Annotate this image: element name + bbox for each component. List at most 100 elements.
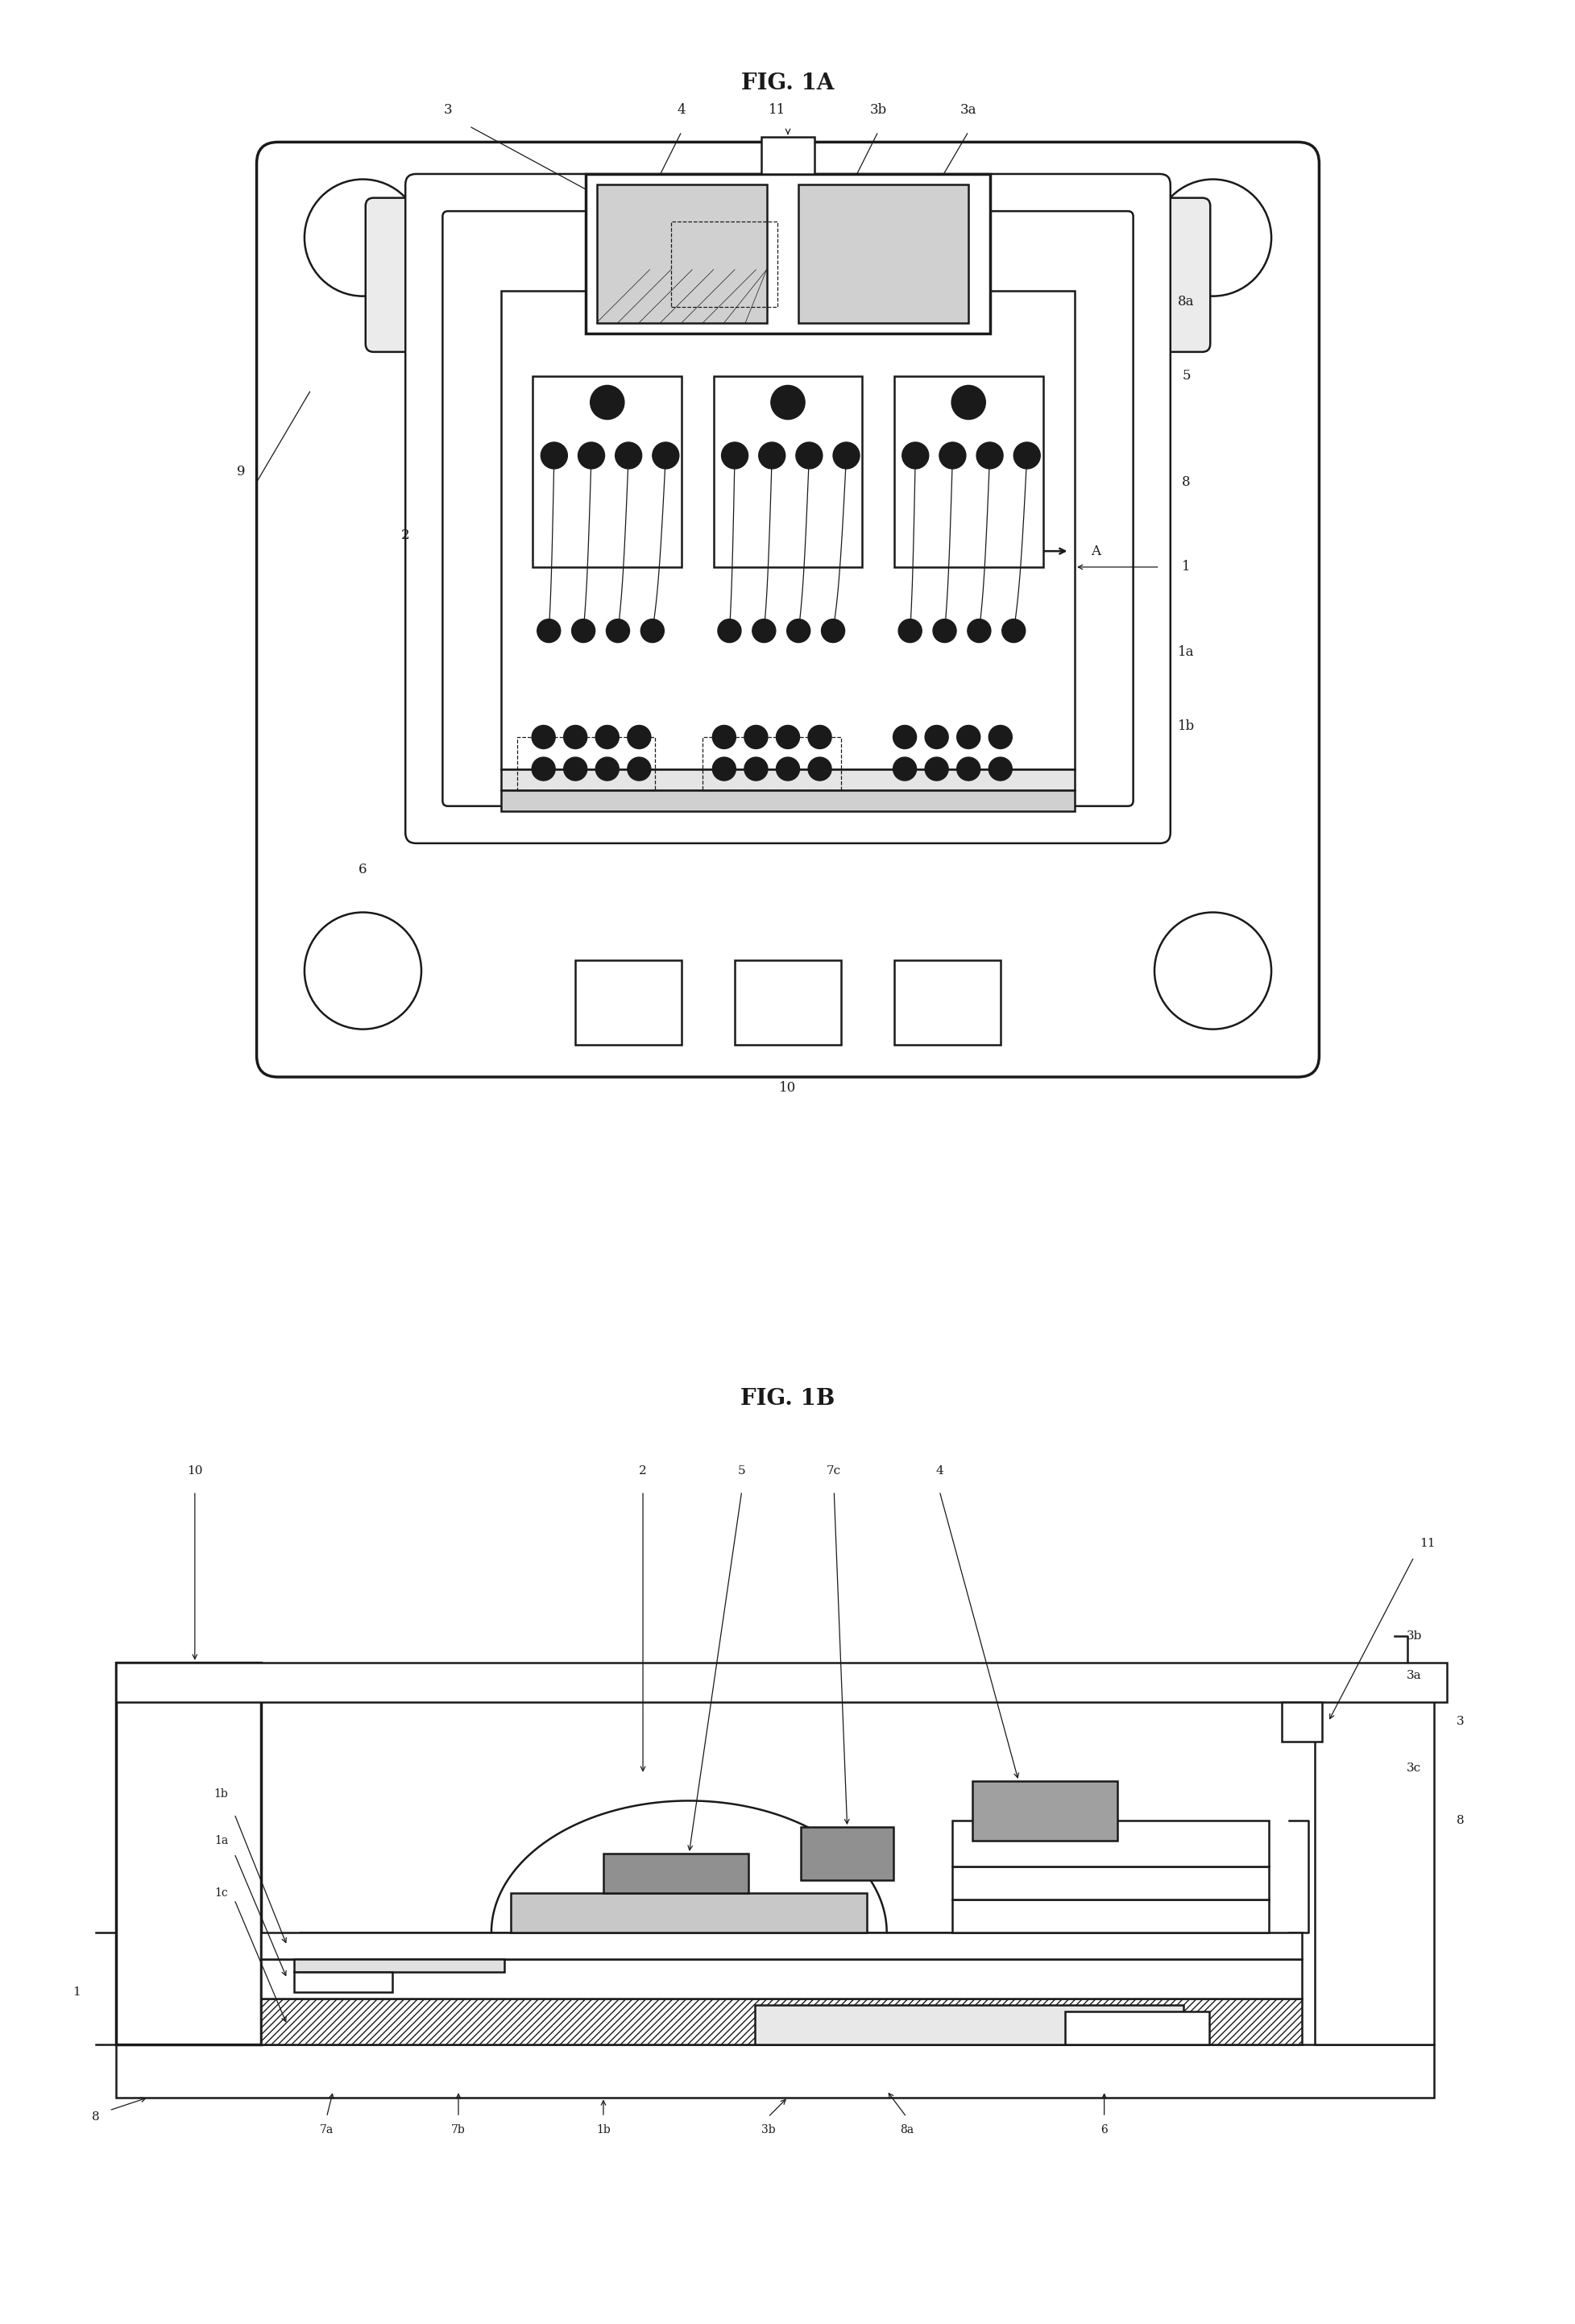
Circle shape (1154, 913, 1271, 1030)
Text: 5: 5 (737, 1466, 745, 1478)
Text: 2: 2 (639, 1466, 646, 1478)
Circle shape (1154, 179, 1271, 295)
Bar (603, 1855, 748, 1894)
Circle shape (988, 725, 1011, 748)
Circle shape (595, 758, 619, 781)
FancyBboxPatch shape (443, 211, 1132, 806)
Text: 3: 3 (444, 102, 452, 116)
Circle shape (712, 758, 736, 781)
Circle shape (751, 618, 775, 641)
Bar (702, 737, 841, 790)
Bar (800, 1827, 893, 1880)
Circle shape (758, 442, 784, 469)
Circle shape (795, 442, 822, 469)
Bar (597, 184, 767, 323)
Circle shape (808, 758, 832, 781)
Circle shape (898, 618, 921, 641)
Bar (260, 1934, 1301, 1959)
Circle shape (1002, 618, 1025, 641)
Bar (972, 1780, 1117, 1841)
Text: 3a: 3a (959, 102, 977, 116)
Circle shape (304, 179, 421, 295)
Circle shape (925, 725, 948, 748)
Bar (293, 1973, 392, 1992)
Text: 3b: 3b (1405, 1631, 1421, 1641)
Text: 8a: 8a (899, 2124, 913, 2136)
Bar (953, 1820, 1268, 1866)
Circle shape (956, 725, 980, 748)
Text: 3a: 3a (1406, 1671, 1421, 1680)
Circle shape (595, 725, 619, 748)
Text: 11: 11 (1419, 1538, 1435, 1550)
Text: 8: 8 (1455, 1815, 1463, 1827)
Circle shape (915, 971, 978, 1034)
Text: 10: 10 (780, 1081, 795, 1095)
Circle shape (932, 618, 956, 641)
Circle shape (606, 618, 630, 641)
Bar (671, 221, 776, 307)
Circle shape (743, 725, 767, 748)
Text: 1c: 1c (214, 1887, 228, 1899)
Circle shape (939, 442, 965, 469)
Text: FIG. 1A: FIG. 1A (740, 72, 835, 95)
Bar (293, 1959, 504, 1973)
Bar (799, 184, 969, 323)
Text: 1a: 1a (1178, 646, 1194, 660)
Text: 1: 1 (1181, 560, 1191, 574)
FancyBboxPatch shape (257, 142, 1318, 1076)
Circle shape (679, 246, 706, 272)
Circle shape (743, 758, 767, 781)
Text: 9: 9 (236, 465, 244, 479)
Circle shape (540, 442, 567, 469)
Text: FIG. 1B: FIG. 1B (740, 1387, 835, 1411)
Circle shape (717, 618, 740, 641)
Circle shape (770, 386, 805, 418)
Circle shape (532, 758, 554, 781)
Text: 1b: 1b (1177, 720, 1194, 734)
Circle shape (652, 442, 679, 469)
Bar (510, 1894, 866, 1934)
Circle shape (627, 725, 650, 748)
Text: 3c: 3c (1406, 1762, 1421, 1773)
Circle shape (967, 618, 991, 641)
Bar (586, 174, 989, 332)
Text: 5: 5 (1181, 370, 1191, 383)
Circle shape (721, 442, 748, 469)
Text: 2: 2 (402, 528, 410, 541)
Circle shape (880, 246, 907, 272)
Text: 8a: 8a (1178, 295, 1194, 309)
Text: 10: 10 (187, 1466, 203, 1478)
Bar (501, 790, 1074, 811)
Bar (501, 290, 1074, 769)
Bar (953, 1899, 1268, 1934)
Bar (115, 1662, 1446, 1701)
Bar (734, 960, 841, 1046)
Circle shape (821, 618, 844, 641)
Bar (115, 1662, 260, 2045)
Circle shape (776, 725, 799, 748)
Circle shape (893, 758, 917, 781)
Text: 6: 6 (359, 862, 367, 876)
Text: 8: 8 (1181, 474, 1191, 488)
Circle shape (817, 246, 843, 272)
Bar (115, 2045, 1433, 2096)
Circle shape (564, 758, 587, 781)
Text: 6: 6 (1099, 2124, 1107, 2136)
Bar (517, 737, 655, 790)
Circle shape (614, 442, 641, 469)
Text: 8: 8 (91, 2113, 99, 2122)
Circle shape (712, 725, 736, 748)
Text: 7c: 7c (827, 1466, 841, 1478)
Bar (953, 1866, 1268, 1899)
Circle shape (776, 758, 799, 781)
Circle shape (591, 386, 624, 418)
Circle shape (756, 971, 819, 1034)
Bar (1065, 2013, 1210, 2045)
Text: A: A (1090, 544, 1101, 558)
Text: 1b: 1b (595, 2124, 610, 2136)
Text: 11: 11 (769, 102, 786, 116)
Text: 4: 4 (677, 102, 685, 116)
Text: 4: 4 (936, 1466, 943, 1478)
Circle shape (1013, 442, 1040, 469)
Circle shape (988, 758, 1011, 781)
